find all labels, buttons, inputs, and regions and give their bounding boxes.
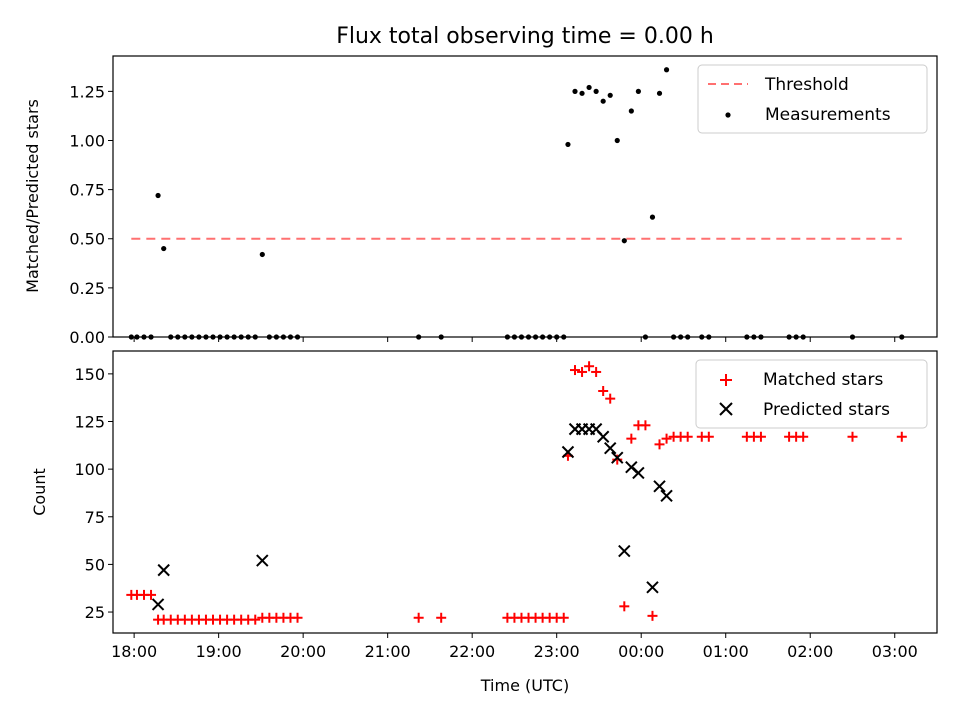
measurement-point (663, 67, 670, 73)
measurement-point (607, 92, 613, 98)
predicted-point (618, 544, 631, 558)
measurement-point (586, 84, 592, 91)
predicted-point (596, 430, 610, 443)
matched-point (558, 612, 569, 623)
predicted-point (632, 466, 645, 480)
top-panel: 0.00 0.25 0.50 0.75 1.00 1.25 Matched/Predict… (23, 55, 938, 347)
bottom-panel: 25 50 75 100 125 150 18:00 19:00 20:00 21:00 22:0… (30, 350, 938, 695)
top-legend: Threshold Measurements (697, 64, 928, 134)
x-tick-label: 02:00 (787, 642, 833, 661)
measurement-point (161, 245, 167, 252)
measurement-point (579, 90, 585, 96)
top-y-axis-label: Matched/Predicted stars (23, 99, 42, 293)
predicted-point (151, 598, 165, 611)
predicted-point (653, 480, 666, 493)
matched-point (584, 361, 595, 372)
matched-point (436, 612, 447, 623)
legend-matched-swatch (720, 374, 732, 386)
legend-measurements-swatch (725, 112, 731, 118)
predicted-point (256, 554, 269, 567)
y-tick-label: 150 (74, 365, 105, 384)
matched-point (703, 431, 714, 442)
x-tick-label: 23:00 (534, 642, 580, 661)
top-panel-frame (112, 55, 938, 338)
measurement-point (600, 98, 606, 104)
matched-point (146, 589, 157, 600)
y-tick-label: 125 (74, 413, 105, 432)
matched-point (626, 433, 637, 444)
y-tick-label: 0.00 (69, 328, 105, 347)
measurement-point (614, 137, 620, 144)
matched-point (612, 454, 623, 465)
measurement-point (259, 251, 265, 258)
figure-title: Flux total observing time = 0.00 h (336, 24, 714, 49)
y-tick-label: 25 (85, 603, 105, 622)
y-tick-label: 0.50 (69, 230, 105, 249)
matched-point (605, 393, 616, 404)
predicted-point (660, 489, 673, 503)
x-tick-label: 03:00 (872, 642, 918, 661)
matched-point (619, 601, 630, 612)
x-tick-label: 20:00 (280, 642, 326, 661)
predicted-point (157, 563, 170, 577)
predicted-point (604, 441, 617, 455)
legend-threshold-label: Threshold (764, 75, 849, 95)
predicted-point (646, 581, 659, 594)
measurement-point (565, 141, 571, 148)
matched-point (661, 433, 672, 444)
legend-measurements-label: Measurements (765, 105, 891, 125)
x-tick-label: 18:00 (111, 642, 157, 661)
measurement-point (155, 192, 161, 199)
legend-predicted-swatch (719, 402, 733, 416)
matched-point (413, 612, 424, 623)
y-tick-label: 50 (85, 555, 105, 574)
x-tick-label: 00:00 (618, 642, 664, 661)
measurement-point (593, 88, 599, 94)
measurement-point (628, 108, 634, 114)
legend-matched-label: Matched stars (763, 370, 883, 390)
x-tick-label: 01:00 (703, 642, 749, 661)
measurement-point (635, 88, 641, 94)
predicted-point (611, 451, 624, 464)
y-tick-label: 100 (74, 460, 105, 479)
matched-point (755, 431, 766, 442)
matched-point (682, 431, 693, 442)
y-tick-label: 75 (85, 508, 105, 527)
matched-point (798, 431, 809, 442)
bottom-y-axis-label: Count (30, 468, 49, 516)
legend-predicted-label: Predicted stars (763, 400, 890, 420)
matched-point (654, 439, 665, 450)
y-tick-label: 0.75 (69, 181, 105, 200)
bottom-panel-frame (112, 350, 938, 634)
x-axis-label: Time (UTC) (480, 676, 569, 695)
predicted-point (561, 445, 575, 459)
x-tick-label: 19:00 (196, 642, 242, 661)
y-tick-label: 1.00 (69, 131, 105, 150)
measurement-point (572, 88, 578, 94)
matched-point (570, 365, 581, 376)
x-tick-label: 22:00 (449, 642, 495, 661)
matched-point (896, 431, 907, 442)
matched-point (591, 366, 602, 377)
matched-point (640, 420, 651, 431)
matched-point (598, 386, 609, 397)
matched-point (647, 610, 658, 621)
x-tick-label: 21:00 (365, 642, 411, 661)
measurement-point (621, 238, 627, 244)
y-tick-label: 0.25 (69, 279, 105, 298)
matched-point (292, 612, 303, 623)
bottom-legend: Matched stars Predicted stars (695, 359, 928, 429)
matched-point (847, 431, 858, 442)
matched-point (250, 614, 261, 625)
matched-point (577, 366, 588, 377)
measurement-point (656, 90, 663, 96)
y-tick-label: 1.25 (69, 82, 105, 101)
measurement-point (649, 214, 656, 220)
